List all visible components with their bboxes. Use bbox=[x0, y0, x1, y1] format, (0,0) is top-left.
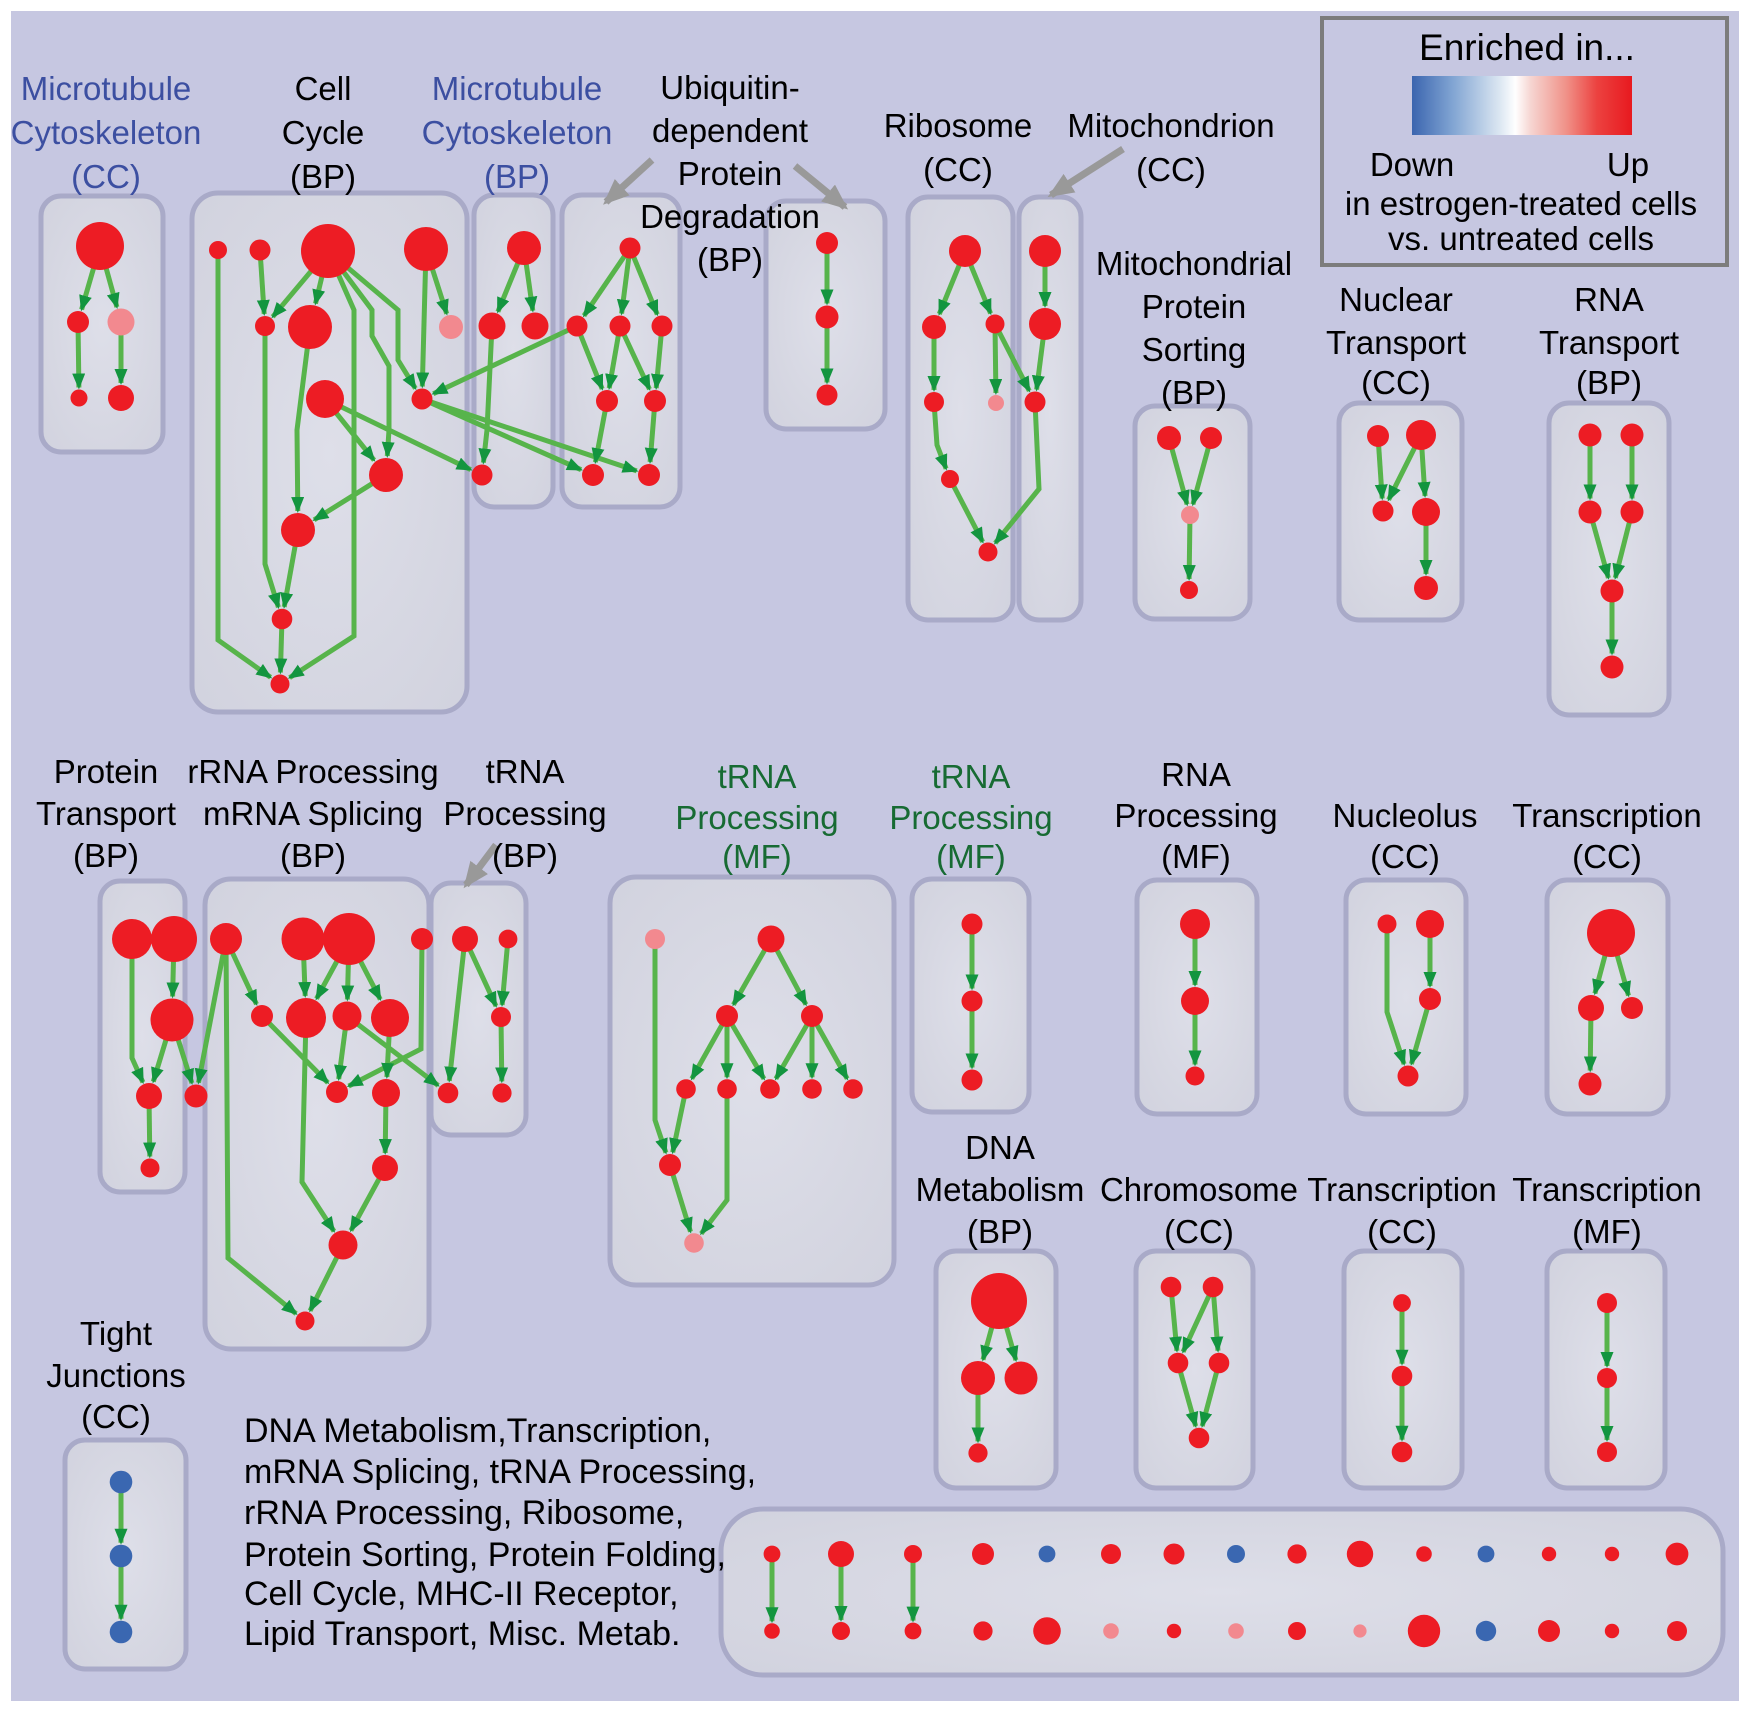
svg-text:(CC): (CC) bbox=[71, 158, 141, 195]
svg-text:Microtubule: Microtubule bbox=[432, 70, 603, 107]
svg-text:Metabolism: Metabolism bbox=[916, 1171, 1085, 1208]
svg-text:Transcription: Transcription bbox=[1307, 1171, 1497, 1208]
svg-text:(MF): (MF) bbox=[1161, 838, 1231, 875]
svg-text:Enriched in...: Enriched in... bbox=[1419, 27, 1635, 68]
svg-text:(BP): (BP) bbox=[697, 241, 763, 278]
svg-text:Ubiquitin-: Ubiquitin- bbox=[660, 69, 799, 106]
svg-text:(BP): (BP) bbox=[1161, 374, 1227, 411]
svg-text:Protein: Protein bbox=[678, 155, 783, 192]
svg-text:(CC): (CC) bbox=[923, 151, 993, 188]
svg-text:(CC): (CC) bbox=[1164, 1213, 1234, 1250]
svg-text:rRNA Processing, Ribosome,: rRNA Processing, Ribosome, bbox=[244, 1494, 684, 1532]
svg-text:Protein: Protein bbox=[1142, 288, 1247, 325]
svg-text:Cycle: Cycle bbox=[282, 114, 365, 151]
svg-text:(CC): (CC) bbox=[1367, 1213, 1437, 1250]
svg-text:(BP): (BP) bbox=[1576, 364, 1642, 401]
svg-text:vs. untreated cells: vs. untreated cells bbox=[1388, 220, 1654, 257]
svg-text:dependent: dependent bbox=[652, 112, 808, 149]
svg-text:DNA: DNA bbox=[965, 1129, 1035, 1166]
svg-text:(MF): (MF) bbox=[936, 838, 1006, 875]
svg-text:Processing: Processing bbox=[675, 799, 838, 836]
svg-text:Degradation: Degradation bbox=[640, 198, 820, 235]
svg-text:RNA: RNA bbox=[1161, 756, 1231, 793]
svg-text:Cell Cycle, MHC-II Receptor,: Cell Cycle, MHC-II Receptor, bbox=[244, 1575, 679, 1613]
svg-text:Transport: Transport bbox=[1539, 324, 1679, 361]
svg-text:Ribosome: Ribosome bbox=[884, 107, 1033, 144]
svg-text:(CC): (CC) bbox=[1361, 364, 1431, 401]
svg-text:(BP): (BP) bbox=[280, 837, 346, 874]
svg-text:Cytoskeleton: Cytoskeleton bbox=[11, 114, 202, 151]
svg-text:Mitochondrial: Mitochondrial bbox=[1096, 245, 1292, 282]
svg-text:(BP): (BP) bbox=[290, 158, 356, 195]
svg-text:mRNA Splicing: mRNA Splicing bbox=[203, 795, 423, 832]
svg-text:Junctions: Junctions bbox=[46, 1357, 185, 1394]
svg-text:tRNA: tRNA bbox=[932, 758, 1011, 795]
svg-text:Down: Down bbox=[1370, 146, 1454, 183]
svg-text:Mitochondrion: Mitochondrion bbox=[1067, 107, 1274, 144]
svg-text:(CC): (CC) bbox=[81, 1398, 151, 1435]
svg-text:Chromosome: Chromosome bbox=[1100, 1171, 1298, 1208]
svg-text:Processing: Processing bbox=[443, 795, 606, 832]
svg-text:Cytoskeleton: Cytoskeleton bbox=[422, 114, 613, 151]
svg-text:Transcription: Transcription bbox=[1512, 1171, 1702, 1208]
svg-text:(CC): (CC) bbox=[1136, 151, 1206, 188]
svg-text:Tight: Tight bbox=[80, 1315, 152, 1352]
svg-text:(BP): (BP) bbox=[967, 1213, 1033, 1250]
svg-text:(BP): (BP) bbox=[492, 837, 558, 874]
svg-text:Up: Up bbox=[1607, 146, 1649, 183]
svg-text:(CC): (CC) bbox=[1572, 838, 1642, 875]
svg-text:(CC): (CC) bbox=[1370, 838, 1440, 875]
svg-text:Transport: Transport bbox=[1326, 324, 1466, 361]
svg-text:Sorting: Sorting bbox=[1142, 331, 1247, 368]
svg-text:Transport: Transport bbox=[36, 795, 176, 832]
svg-text:tRNA: tRNA bbox=[718, 758, 797, 795]
svg-text:Lipid Transport, Misc. Metab.: Lipid Transport, Misc. Metab. bbox=[244, 1615, 681, 1653]
svg-text:Processing: Processing bbox=[1114, 797, 1277, 834]
svg-text:(BP): (BP) bbox=[484, 158, 550, 195]
svg-text:(BP): (BP) bbox=[73, 837, 139, 874]
svg-text:RNA: RNA bbox=[1574, 281, 1644, 318]
svg-text:DNA Metabolism,Transcription,: DNA Metabolism,Transcription, bbox=[244, 1412, 711, 1450]
svg-text:Nuclear: Nuclear bbox=[1339, 281, 1453, 318]
svg-text:in estrogen-treated cells: in estrogen-treated cells bbox=[1345, 185, 1697, 222]
svg-text:(MF): (MF) bbox=[722, 838, 792, 875]
svg-text:Protein: Protein bbox=[54, 753, 159, 790]
svg-text:(MF): (MF) bbox=[1572, 1213, 1642, 1250]
svg-text:mRNA Splicing, tRNA Processing: mRNA Splicing, tRNA Processing, bbox=[244, 1453, 756, 1491]
svg-text:Cell: Cell bbox=[295, 70, 352, 107]
svg-text:Nucleolus: Nucleolus bbox=[1333, 797, 1478, 834]
svg-text:Protein Sorting, Protein Foldi: Protein Sorting, Protein Folding, bbox=[244, 1536, 726, 1574]
svg-text:Processing: Processing bbox=[889, 799, 1052, 836]
svg-text:Microtubule: Microtubule bbox=[21, 70, 192, 107]
svg-text:tRNA: tRNA bbox=[486, 753, 565, 790]
svg-text:rRNA Processing: rRNA Processing bbox=[187, 753, 438, 790]
svg-text:Transcription: Transcription bbox=[1512, 797, 1702, 834]
